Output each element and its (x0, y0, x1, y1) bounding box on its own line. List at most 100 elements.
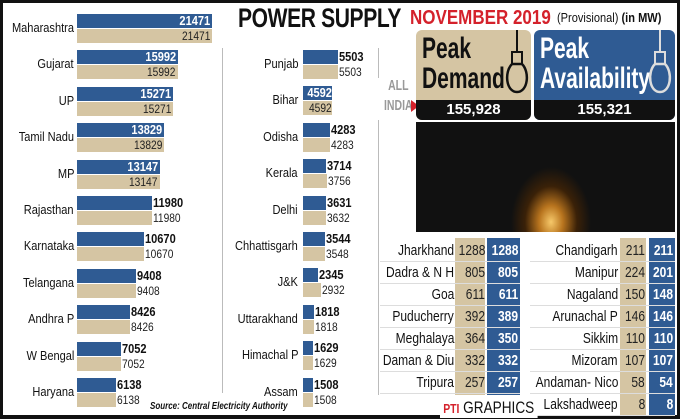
state-label: MP (57, 165, 74, 181)
availability-value: 201 (652, 264, 673, 281)
availability-bar (77, 378, 116, 392)
state-name: Meghalaya (395, 330, 454, 347)
demand-bar (77, 138, 165, 153)
demand-value: 364 (464, 330, 485, 347)
peak-demand-value: 155,928 (416, 100, 531, 120)
divider (378, 48, 379, 78)
demand-value: 3756 (327, 174, 351, 189)
availability-value: 13147 (127, 158, 158, 174)
availability-bar (77, 305, 131, 320)
availability-value: 9408 (137, 267, 162, 283)
demand-bar (77, 247, 145, 262)
availability-bar (77, 86, 174, 101)
demand-bar (303, 210, 326, 225)
state-label: J&K (277, 274, 298, 290)
state-label: Uttarakhand (237, 310, 298, 326)
state-name: Goa (431, 286, 454, 303)
availability-bar (77, 232, 145, 247)
demand-value: 224 (624, 264, 645, 281)
availability-bar (303, 122, 330, 137)
demand-value: 11980 (153, 211, 182, 225)
demand-value: 9408 (137, 283, 160, 298)
demand-bar (77, 174, 160, 189)
table-row: Manipur 224 201 (530, 262, 675, 284)
demand-bar (303, 247, 326, 261)
availability-value: 8426 (131, 304, 156, 320)
demand-value: 110 (625, 330, 645, 347)
availability-value: 6138 (116, 377, 142, 392)
peak-availability-value: 155,321 (534, 100, 675, 120)
divider (222, 48, 223, 393)
demand-value: 211 (625, 242, 645, 259)
demand-value: 107 (624, 352, 645, 369)
availability-value: 332 (497, 352, 518, 369)
state-label: Maharashtra (11, 20, 74, 35)
demand-value: 1508 (313, 392, 337, 407)
demand-bar (77, 101, 174, 116)
state-label: Karnataka (23, 238, 74, 254)
availability-value: 4283 (330, 121, 356, 137)
table-row: Meghalaya 364 350 (380, 328, 520, 350)
demand-value: 6138 (116, 393, 140, 407)
demand-bar (77, 29, 213, 43)
availability-bar (303, 86, 332, 101)
graphics-label: GRAPHICS (463, 398, 535, 417)
availability-value: 10670 (145, 231, 176, 247)
lightbulb-icon (648, 30, 672, 94)
availability-bar (77, 123, 165, 138)
availability-value: 4592 (307, 85, 332, 101)
table-row: Nagaland 150 148 (530, 284, 675, 306)
availability-value: 1288 (491, 242, 518, 259)
chart-title: POWER SUPPLY (238, 3, 402, 33)
state-label: Andhra P (27, 311, 74, 327)
state-label: Punjab (263, 56, 298, 71)
demand-value: 15992 (147, 65, 176, 80)
availability-value: 389 (497, 308, 518, 325)
state-label: Tamil Nadu (18, 129, 74, 145)
india-label: INDIA (384, 97, 413, 114)
demand-value: 611 (465, 286, 485, 303)
state-label: Delhi (272, 201, 298, 217)
source-note: Source: Central Electricity Authority (150, 401, 288, 412)
availability-value: 146 (652, 308, 673, 325)
demand-bar (303, 137, 330, 152)
demand-value: 146 (624, 308, 645, 325)
demand-bar (303, 65, 338, 79)
availability-value: 15992 (145, 49, 176, 65)
state-name: Andaman- Nico (535, 374, 618, 391)
table-row: Goa 611 611 (380, 284, 520, 306)
table-row: Daman & Diu 332 332 (380, 350, 520, 372)
lightbulb-photo (416, 122, 675, 232)
availability-value: 7052 (122, 340, 148, 356)
demand-value: 3632 (326, 210, 350, 225)
state-label: Haryana (32, 384, 74, 399)
table-row: Mizoram 107 107 (530, 350, 675, 372)
provisional-note: (Provisional) (557, 10, 619, 25)
demand-value: 1288 (458, 242, 485, 259)
state-label: Bihar (272, 92, 298, 108)
state-name: Daman & Diu (382, 352, 454, 369)
availability-value: 1508 (313, 376, 339, 392)
demand-value: 4283 (330, 137, 354, 152)
availability-value: 13829 (131, 122, 163, 138)
demand-value: 13829 (133, 138, 163, 153)
demand-value: 257 (464, 374, 485, 391)
demand-value: 4592 (309, 101, 332, 116)
availability-value: 15271 (140, 85, 172, 101)
table-row: Andaman- Nico 58 54 (530, 372, 675, 394)
demand-bar (77, 393, 116, 407)
state-name: Mizoram (571, 352, 618, 369)
demand-value: 5503 (338, 65, 362, 79)
availability-bar (77, 196, 153, 210)
demand-bar (303, 101, 332, 116)
demand-bar (77, 283, 137, 298)
state-label: Rajasthan (24, 202, 74, 217)
unit-label: (in MW) (621, 10, 662, 25)
availability-bar (77, 268, 137, 283)
peak-availability-box: Peak Availability 155,321 (534, 30, 675, 120)
availability-value: 3714 (327, 158, 352, 174)
demand-value: 21471 (181, 29, 211, 43)
state-label: Kerala (266, 165, 298, 181)
chart-note: (Provisional) (in MW) (557, 10, 661, 25)
peak-demand-title: Peak Demand (422, 32, 505, 95)
